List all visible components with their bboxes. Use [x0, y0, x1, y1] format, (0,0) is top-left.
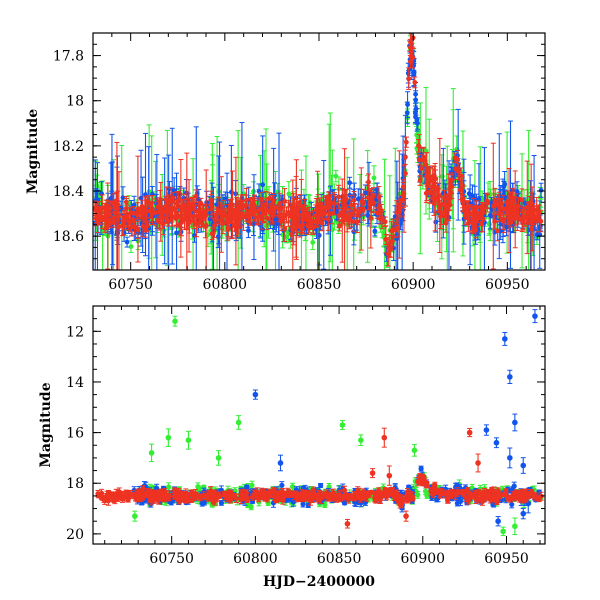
- data-point: [371, 175, 377, 181]
- data-point: [153, 209, 159, 215]
- top-panel-plot-area: [93, 33, 544, 270]
- data-point: [190, 218, 196, 224]
- data-point: [487, 221, 492, 227]
- data-point: [121, 218, 127, 224]
- data-point: [336, 194, 342, 200]
- data-point: [216, 197, 222, 203]
- data-point: [286, 191, 292, 197]
- data-point: [215, 234, 221, 240]
- data-point: [347, 180, 353, 186]
- data-point: [351, 219, 356, 224]
- data-point: [319, 220, 325, 226]
- data-point: [325, 216, 331, 222]
- data-point: [403, 171, 408, 176]
- data-point: [99, 191, 105, 197]
- data-point: [237, 205, 243, 210]
- data-point: [406, 76, 412, 82]
- data-point: [311, 224, 317, 230]
- data-point: [376, 194, 382, 200]
- data-point: [128, 244, 134, 249]
- data-point: [260, 182, 266, 188]
- data-point: [267, 210, 273, 216]
- data-point: [408, 39, 413, 45]
- data-point: [259, 216, 265, 222]
- data-point: [492, 198, 498, 204]
- data-point: [279, 205, 285, 211]
- top-panel-light-curve: 60750 60800 60850 60900 6095017.81818.218.41…: [25, 32, 546, 293]
- data-point: [302, 210, 308, 216]
- data-point: [377, 216, 383, 222]
- data-point: [413, 114, 418, 120]
- data-point: [337, 223, 342, 229]
- data-point: [331, 201, 337, 207]
- data-point: [427, 189, 433, 194]
- data-point: [116, 224, 122, 230]
- data-point: [174, 230, 179, 236]
- series-red: [93, 33, 544, 270]
- data-point: [348, 202, 354, 208]
- data-point: [113, 198, 119, 204]
- data-point: [411, 63, 417, 68]
- data-point: [520, 215, 526, 221]
- data-point: [417, 178, 423, 183]
- data-point: [246, 228, 251, 233]
- data-point: [411, 72, 417, 78]
- data-point: [501, 184, 507, 190]
- data-point: [108, 196, 114, 201]
- data-point: [228, 189, 234, 195]
- data-point: [405, 102, 410, 107]
- data-point: [208, 202, 214, 208]
- data-point: [300, 227, 305, 232]
- data-point: [219, 218, 224, 224]
- data-point: [209, 231, 215, 237]
- data-point: [470, 193, 475, 199]
- data-point: [433, 219, 439, 225]
- data-point: [248, 209, 254, 215]
- data-point: [224, 217, 230, 223]
- data-point: [333, 173, 339, 179]
- data-point: [340, 197, 346, 203]
- data-point: [325, 195, 331, 201]
- data-point: [372, 228, 378, 234]
- data-point: [368, 215, 374, 221]
- data-point: [290, 227, 296, 233]
- data-point: [413, 106, 419, 112]
- data-point: [287, 210, 293, 215]
- data-point: [310, 239, 316, 245]
- data-point: [269, 204, 275, 210]
- data-point: [310, 219, 316, 225]
- data-point: [423, 190, 429, 196]
- data-point: [366, 179, 371, 185]
- data-point: [331, 214, 337, 220]
- data-point: [423, 148, 429, 154]
- data-point: [519, 197, 525, 203]
- data-point: [351, 197, 357, 203]
- data-point: [396, 202, 402, 207]
- data-point: [284, 234, 290, 240]
- data-point: [395, 225, 401, 231]
- data-point: [389, 228, 394, 234]
- data-point: [504, 224, 509, 230]
- data-point: [252, 208, 258, 214]
- data-point: [471, 205, 477, 211]
- data-point: [143, 227, 149, 232]
- data-point: [124, 239, 130, 245]
- data-point: [522, 200, 528, 206]
- data-point: [413, 97, 419, 103]
- data-point: [169, 225, 175, 231]
- data-point: [443, 220, 449, 226]
- data-point: [336, 213, 342, 219]
- data-point: [538, 187, 544, 193]
- data-point: [524, 204, 530, 210]
- data-point: [400, 184, 406, 190]
- data-point: [389, 239, 395, 244]
- data-point: [495, 228, 500, 234]
- data-point: [538, 218, 544, 224]
- data-point: [416, 143, 421, 149]
